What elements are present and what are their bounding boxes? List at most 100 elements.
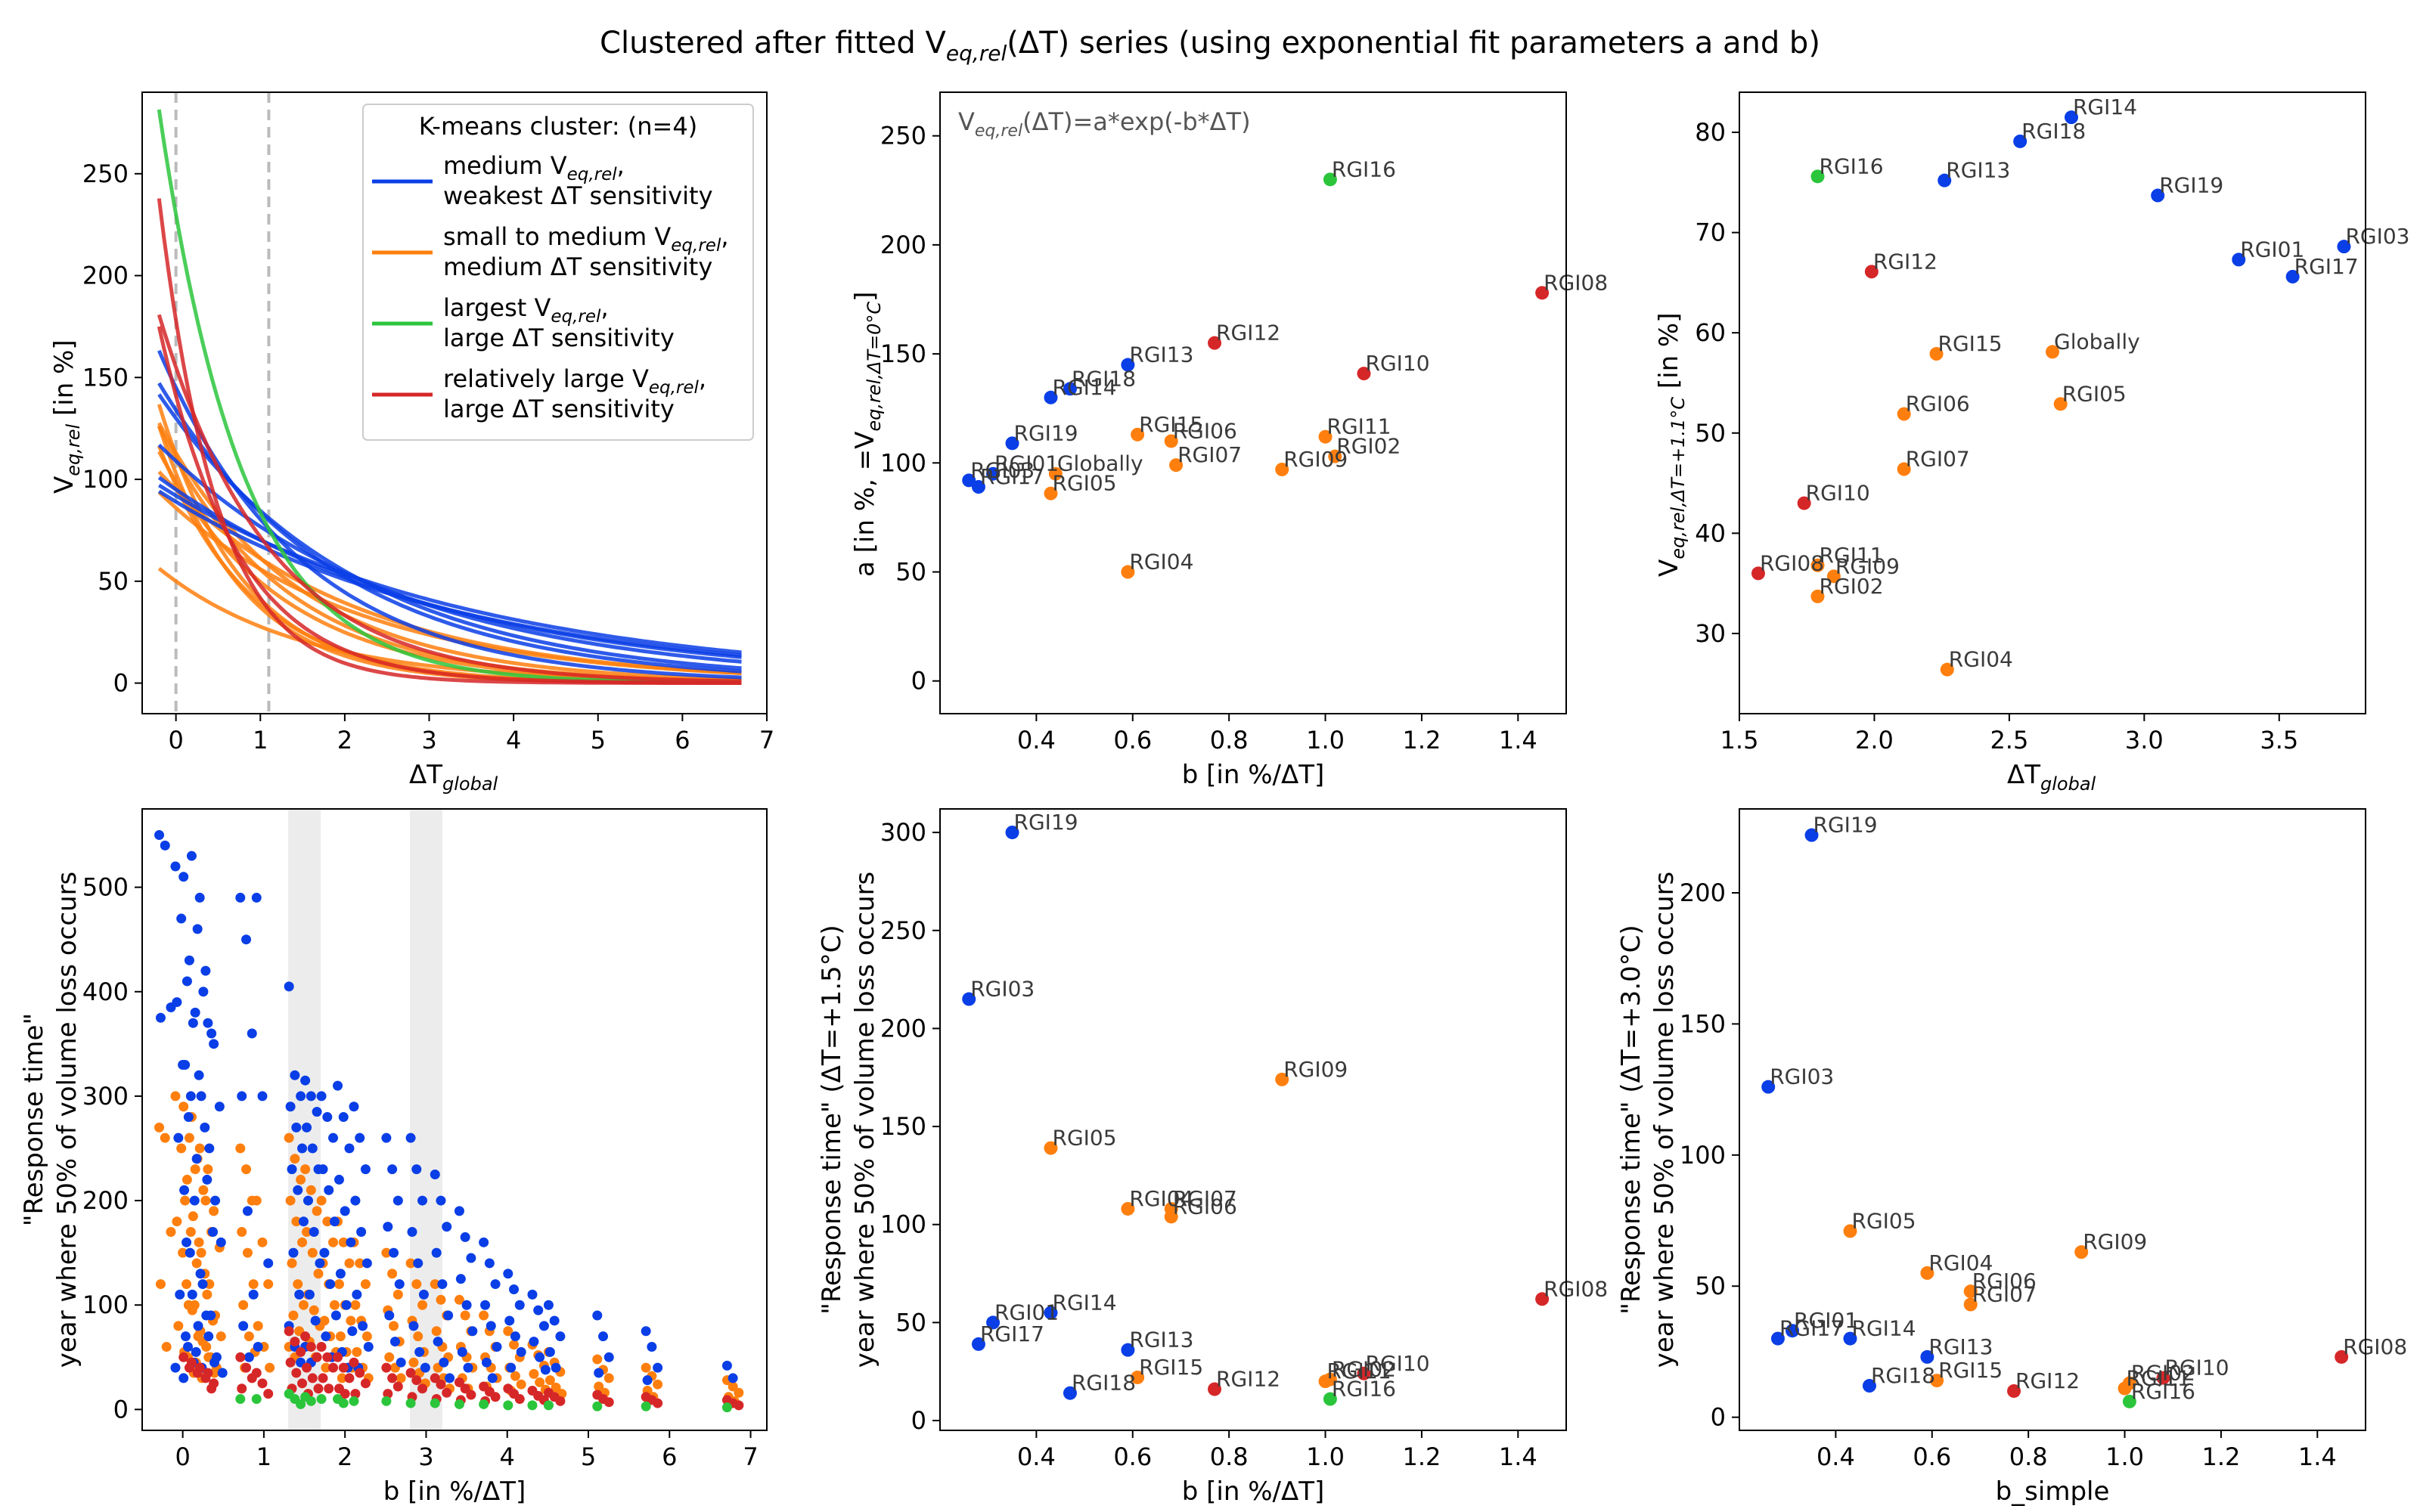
data-point (592, 1310, 603, 1321)
data-point (1063, 1386, 1077, 1400)
data-point (986, 466, 1001, 481)
data-point (1940, 662, 1954, 677)
data-point (235, 1352, 246, 1362)
data-point (296, 1399, 306, 1409)
data-point (338, 1112, 349, 1123)
y-tick-label: 200 (1680, 878, 1726, 907)
data-point (312, 1352, 322, 1362)
data-point (392, 1195, 403, 1206)
point-label: RGI14 (1052, 1290, 1116, 1315)
data-point (316, 1341, 327, 1352)
data-point (302, 1227, 312, 1238)
series-line-orange (157, 470, 742, 675)
data-point (1770, 1331, 1785, 1346)
data-point (641, 1326, 651, 1337)
data-point (2156, 1371, 2170, 1385)
y-tick-label: 100 (880, 1210, 926, 1239)
data-point (2046, 345, 2059, 359)
x-tick-label: 0.4 (1017, 1442, 1056, 1471)
data-point (384, 1352, 395, 1362)
data-point (1535, 286, 1550, 300)
data-point (514, 1394, 525, 1405)
data-point (198, 987, 209, 997)
data-point (544, 1375, 555, 1386)
x-tick-label: 6 (675, 726, 690, 754)
y-axis-label-line1: "Response time" (ΔT=+1.5°C) (817, 925, 847, 1314)
data-point (439, 1357, 449, 1368)
y-tick-label: 30 (1695, 619, 1726, 648)
data-point (257, 1091, 268, 1101)
data-point (603, 1373, 614, 1383)
data-point (1208, 336, 1222, 350)
data-point (302, 1195, 313, 1206)
data-point (544, 1346, 555, 1357)
data-point (328, 1132, 339, 1143)
legend-entry-line2: medium ΔT sensitivity (443, 253, 712, 281)
data-point (598, 1331, 609, 1342)
axes-frame (141, 808, 768, 1431)
data-point (2285, 269, 2300, 284)
data-point (307, 1247, 318, 1258)
data-point (216, 1237, 226, 1247)
data-point (183, 1112, 194, 1123)
data-point (466, 1390, 476, 1400)
data-point (298, 1300, 309, 1310)
data-point (290, 1337, 300, 1347)
data-point (307, 1373, 318, 1383)
data-point (288, 1247, 299, 1258)
data-point (321, 1331, 331, 1342)
data-point (728, 1381, 738, 1392)
series-line-blue (157, 443, 742, 664)
point-label: RGI06 (1173, 1194, 1237, 1219)
x-tick-label: 1.4 (1499, 726, 1537, 754)
data-point (430, 1373, 440, 1383)
data-point (387, 1269, 398, 1279)
data-point (248, 1289, 259, 1300)
data-point (170, 1362, 181, 1373)
point-label: RGI08 (1544, 1276, 1608, 1301)
data-point (408, 1357, 419, 1368)
data-point (257, 1237, 268, 1247)
data-point (1535, 1292, 1550, 1306)
data-point (414, 1346, 425, 1357)
y-tick-label: 150 (1680, 1009, 1726, 1038)
series-line-red (157, 314, 742, 683)
data-point (1328, 449, 1342, 463)
point-label: RGI17 (2294, 254, 2359, 279)
legend-entry-line1: small to medium Veq,rel, (443, 222, 729, 256)
data-point (333, 1080, 343, 1091)
data-point (1275, 1072, 1289, 1086)
point-label: RGI10 (1806, 481, 1870, 506)
data-point (188, 1211, 198, 1222)
data-point (298, 1216, 309, 1227)
data-point (355, 1258, 365, 1269)
data-point (417, 1195, 428, 1206)
data-point (1897, 462, 1911, 476)
data-point (347, 1326, 358, 1337)
data-point (195, 1269, 206, 1279)
data-point (503, 1400, 513, 1411)
data-point (300, 1164, 311, 1175)
data-point (721, 1402, 732, 1413)
data-point (237, 1091, 247, 1101)
data-point (962, 992, 976, 1006)
data-point (191, 1346, 201, 1357)
data-point (185, 1227, 196, 1238)
point-label: RGI01 (1794, 1308, 1858, 1333)
data-point (1864, 265, 1879, 279)
data-point (454, 1399, 464, 1409)
point-label: RGI11 (2127, 1366, 2191, 1391)
data-point (315, 1258, 325, 1269)
data-point (178, 1101, 189, 1112)
point-label: RGI19 (1014, 420, 1078, 445)
data-point (186, 1357, 197, 1368)
x-tick-label: 0.4 (1817, 1442, 1855, 1471)
x-tick-label: 1.2 (1402, 1442, 1441, 1471)
data-point (734, 1400, 744, 1411)
series-line-blue (157, 382, 742, 674)
series-line-red (157, 198, 742, 685)
data-point (189, 1195, 200, 1206)
data-point (170, 1091, 181, 1101)
data-point (1786, 1324, 1800, 1338)
x-tick-label: 1 (253, 726, 268, 754)
